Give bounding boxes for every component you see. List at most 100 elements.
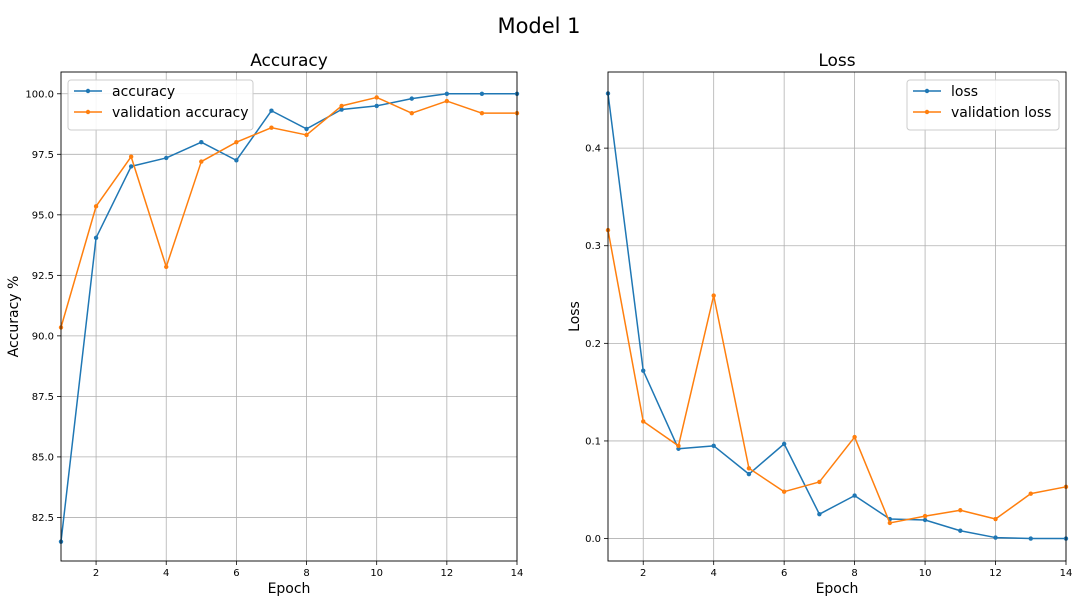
legend-box: [906, 79, 1060, 131]
x-tick-label: 6: [233, 568, 239, 579]
data-point: [234, 158, 239, 163]
y-tick-label: 0.4: [585, 144, 601, 155]
data-point: [887, 520, 893, 526]
x-tick-label: 14: [511, 568, 524, 579]
x-axis-label: Epoch: [816, 581, 859, 597]
data-point: [128, 154, 134, 159]
x-tick-label: 2: [93, 568, 99, 579]
data-point: [269, 125, 274, 130]
data-point: [993, 516, 998, 522]
legend: loss validation loss: [906, 79, 1060, 131]
y-tick-label: 0.0: [585, 534, 601, 545]
legend-label: loss: [951, 84, 978, 100]
plot-frame: [607, 71, 1067, 562]
data-point: [93, 235, 99, 241]
y-axis-label: Accuracy %: [6, 276, 22, 358]
data-point: [444, 91, 450, 96]
data-point: [817, 479, 822, 485]
data-point: [922, 517, 928, 523]
data-point: [711, 443, 716, 449]
legend-box: [67, 79, 254, 131]
legend-label: validation accuracy: [112, 105, 249, 121]
y-tick-label: 0.2: [585, 339, 601, 350]
data-point: [374, 95, 379, 100]
x-tick-label: 4: [163, 568, 169, 579]
data-point: [479, 110, 485, 116]
chart-title: Loss: [818, 51, 855, 71]
data-point: [164, 264, 169, 270]
legend-marker: [85, 109, 91, 115]
data-point: [269, 108, 274, 113]
legend-marker: [924, 109, 930, 115]
series-line-validation-accuracy: [60, 96, 517, 328]
data-point: [958, 508, 963, 513]
x-tick-label: 6: [781, 568, 787, 579]
legend: accuracy validation accuracy: [67, 79, 254, 131]
legend-marker: [85, 88, 91, 94]
data-point: [922, 513, 928, 519]
data-point: [199, 159, 204, 164]
data-point: [641, 419, 646, 424]
data-point: [479, 91, 485, 96]
x-tick-label: 12: [440, 568, 453, 579]
data-point: [128, 164, 134, 169]
chart-1: 2 4 6 8 10 12 14 82.5 85.0 87.5 90.0 92.5 95.0 97.5 10…: [6, 51, 523, 597]
data-point: [93, 204, 99, 209]
y-tick-label: 100.0: [25, 89, 54, 100]
data-point: [409, 110, 414, 116]
legend-label: accuracy: [112, 84, 175, 100]
y-tick-label: 90.0: [32, 331, 54, 342]
y-tick-label: 97.5: [32, 150, 54, 161]
x-tick-label: 14: [1060, 568, 1073, 579]
y-tick-label: 82.5: [32, 513, 54, 524]
series-line-accuracy: [60, 93, 517, 542]
x-tick-label: 8: [851, 568, 857, 579]
data-point: [852, 434, 857, 440]
chart-2: 2 4 6 8 10 12 14 0.0 0.1 0.2 0.3 0.4 Loss Epoch Loss lo…: [567, 51, 1072, 597]
legend-marker: [924, 88, 930, 94]
y-tick-label: 95.0: [32, 210, 54, 221]
y-tick-label: 92.5: [32, 271, 54, 282]
data-point: [958, 528, 963, 533]
data-point: [1028, 491, 1033, 496]
y-tick-label: 85.0: [32, 452, 54, 463]
data-point: [409, 96, 414, 101]
data-point: [164, 155, 169, 161]
data-point: [711, 293, 716, 298]
data-point: [676, 443, 681, 449]
data-point: [304, 126, 309, 132]
data-point: [746, 471, 752, 477]
x-tick-label: 2: [640, 568, 646, 579]
data-point: [234, 140, 239, 145]
data-point: [641, 368, 646, 373]
x-tick-label: 10: [919, 568, 932, 579]
data-point: [781, 489, 787, 494]
series-line-validation-loss: [607, 229, 1067, 524]
x-tick-label: 10: [370, 568, 383, 579]
chart-title: Accuracy: [250, 51, 328, 71]
data-point: [199, 140, 204, 145]
y-axis-label: Loss: [567, 301, 583, 332]
figure-title: Model 1: [497, 14, 581, 38]
data-point: [817, 511, 822, 517]
y-tick-label: 0.1: [585, 436, 601, 447]
plot-frame: [60, 71, 518, 562]
data-point: [993, 535, 998, 540]
y-tick-label: 87.5: [32, 392, 54, 403]
data-point: [304, 132, 309, 138]
data-point: [374, 103, 379, 109]
x-tick-label: 12: [989, 568, 1002, 579]
data-point: [852, 493, 857, 498]
data-point: [444, 98, 450, 104]
data-point: [1028, 536, 1033, 541]
series-line-loss: [607, 93, 1066, 540]
data-point: [781, 441, 787, 447]
data-point: [746, 466, 752, 471]
x-tick-label: 8: [303, 568, 309, 579]
y-tick-label: 0.3: [585, 241, 601, 252]
x-tick-label: 4: [711, 568, 717, 579]
legend-label: validation loss: [951, 105, 1051, 121]
data-point: [339, 103, 344, 109]
data-point: [339, 107, 344, 112]
